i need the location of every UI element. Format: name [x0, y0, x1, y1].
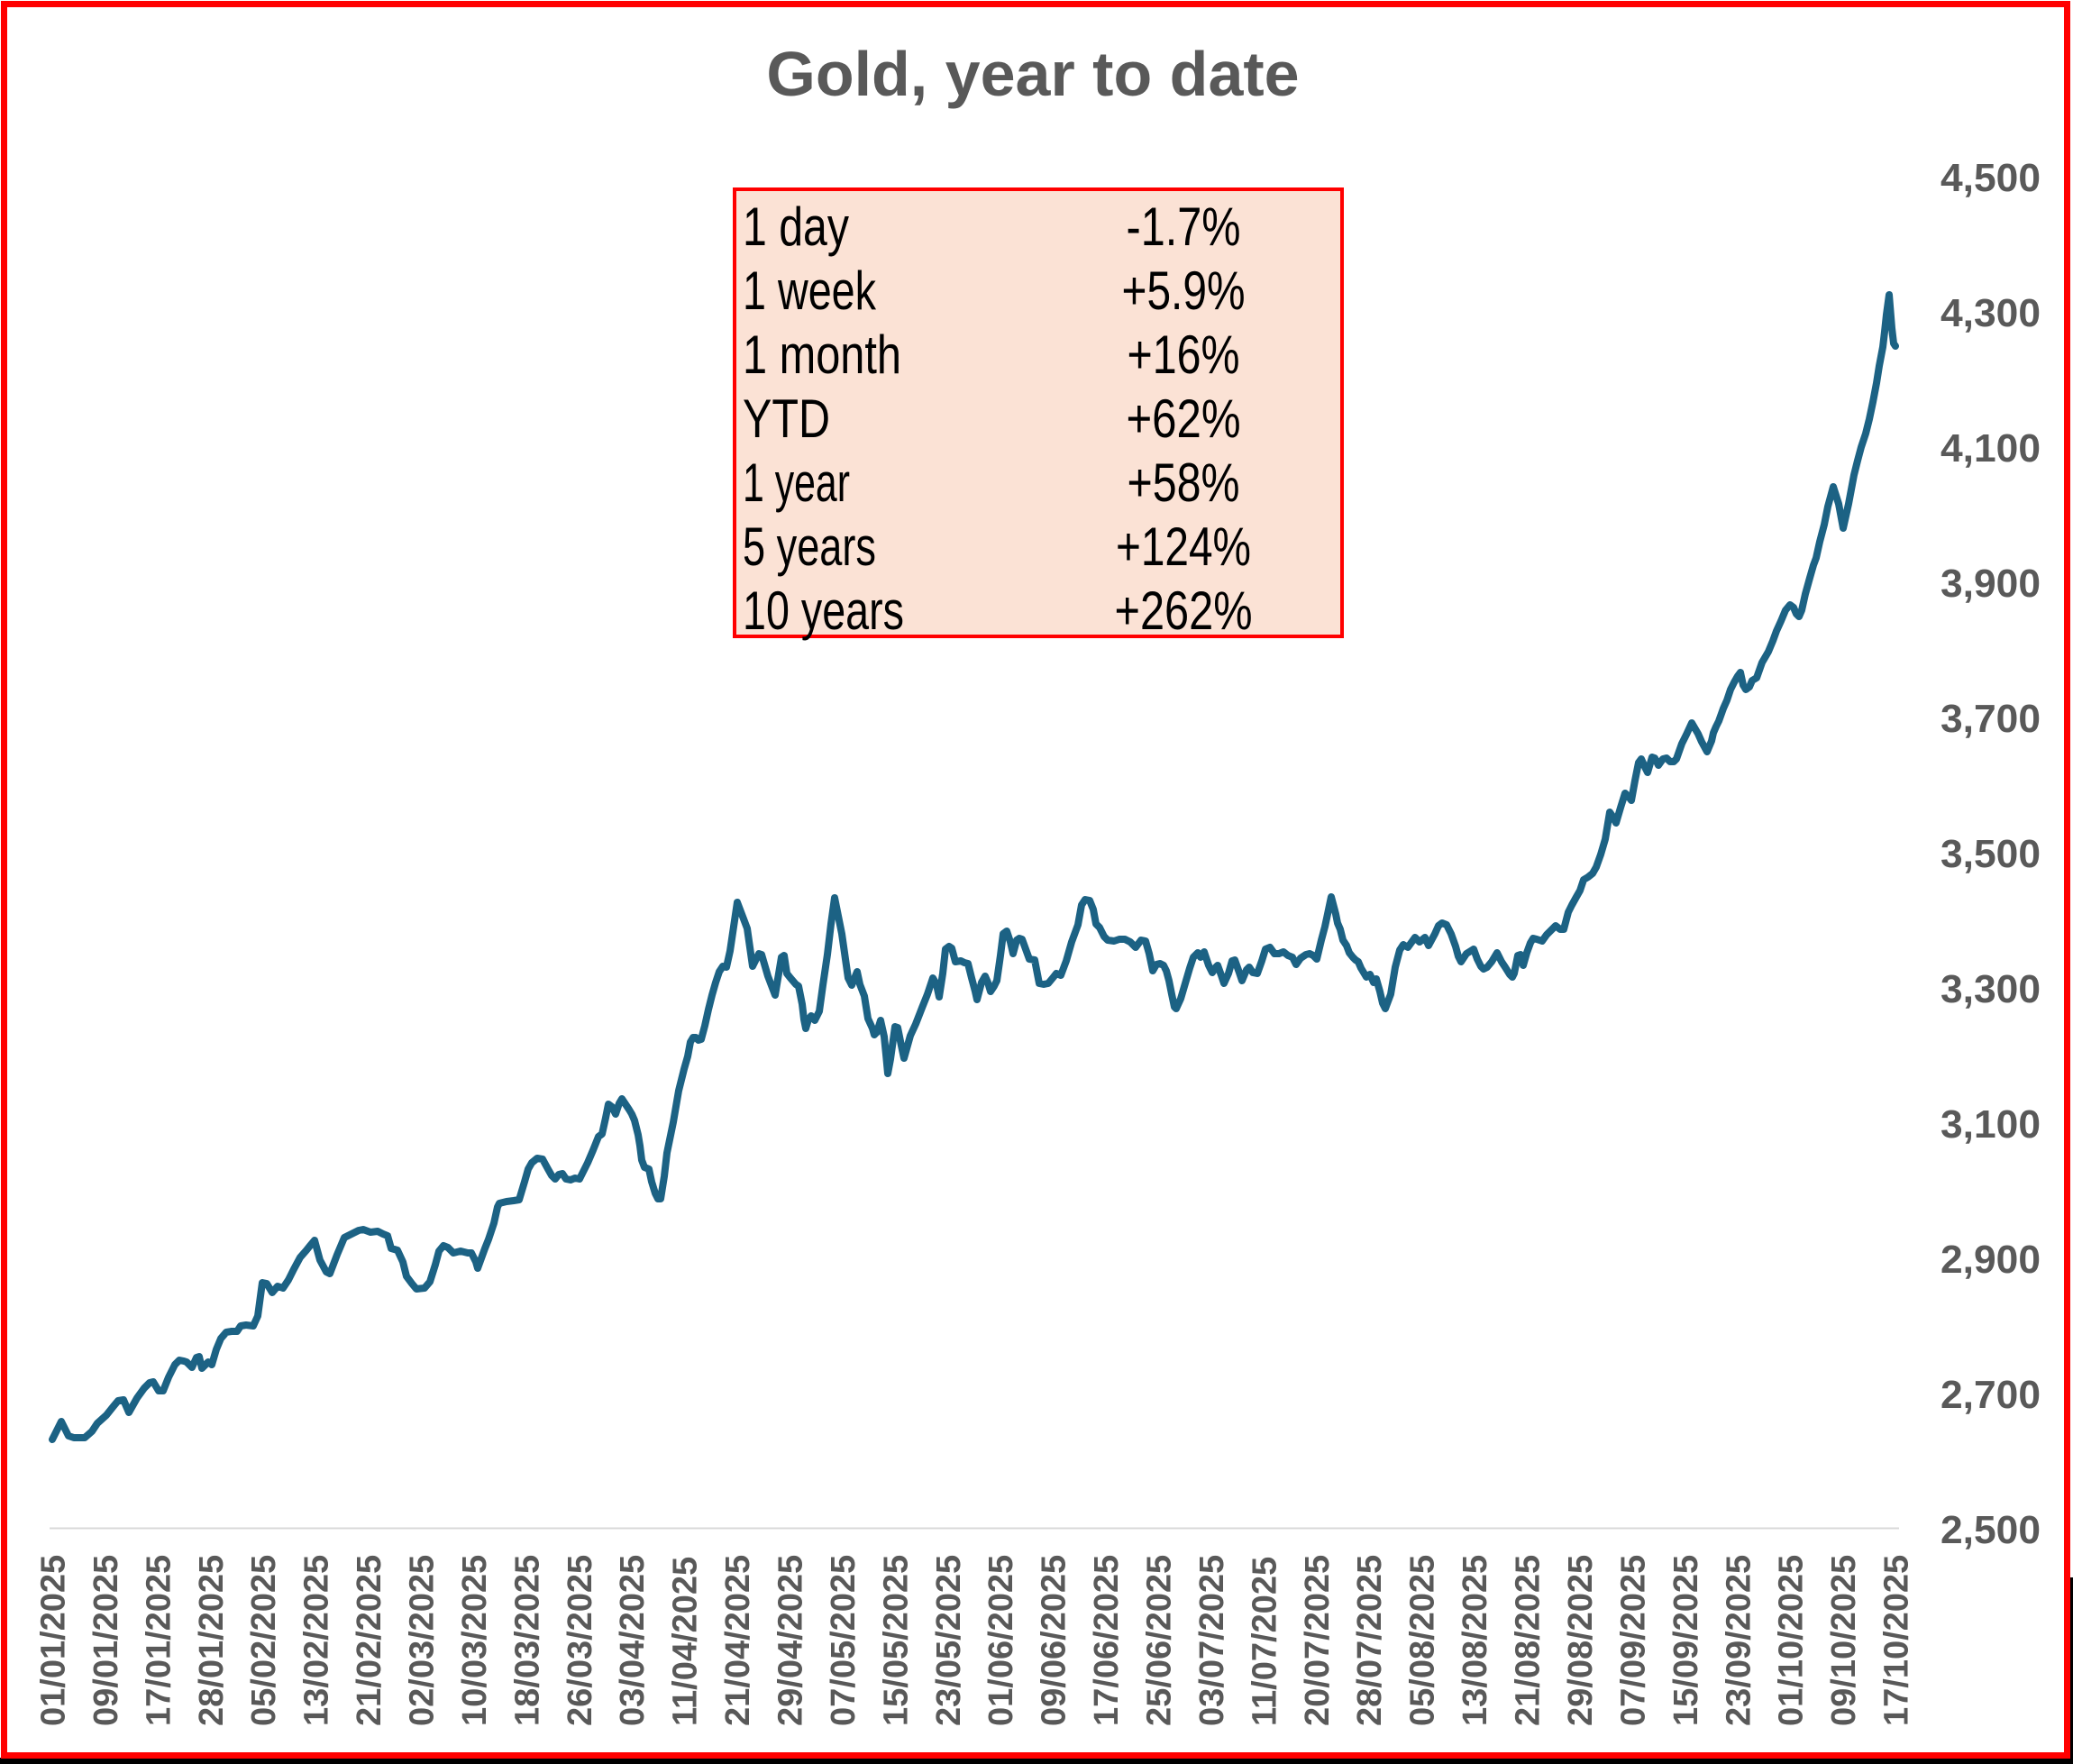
svg-text:28/07/2025: 28/07/2025: [1351, 1555, 1389, 1726]
svg-text:4,500: 4,500: [1941, 156, 2041, 200]
svg-text:-1.7%: -1.7%: [1127, 197, 1241, 257]
svg-text:1 month: 1 month: [743, 324, 901, 385]
svg-text:5 years: 5 years: [743, 516, 876, 577]
svg-text:10/03/2025: 10/03/2025: [456, 1555, 494, 1726]
svg-text:+124%: +124%: [1116, 516, 1251, 577]
svg-text:01/01/2025: 01/01/2025: [35, 1555, 73, 1726]
svg-text:03/04/2025: 03/04/2025: [614, 1555, 652, 1726]
svg-text:11/07/2025: 11/07/2025: [1246, 1557, 1283, 1726]
svg-text:10 years: 10 years: [743, 580, 904, 641]
svg-text:09/10/2025: 09/10/2025: [1825, 1555, 1863, 1726]
svg-text:3,700: 3,700: [1941, 697, 2041, 741]
svg-text:13/08/2025: 13/08/2025: [1457, 1555, 1494, 1726]
svg-text:17/10/2025: 17/10/2025: [1878, 1555, 1916, 1726]
svg-text:15/05/2025: 15/05/2025: [877, 1555, 915, 1726]
svg-text:4,300: 4,300: [1941, 291, 2041, 335]
svg-text:21/08/2025: 21/08/2025: [1510, 1555, 1548, 1726]
svg-text:09/06/2025: 09/06/2025: [1036, 1555, 1073, 1726]
svg-text:01/10/2025: 01/10/2025: [1773, 1555, 1811, 1726]
svg-text:Gold, year to date: Gold, year to date: [766, 39, 1299, 109]
svg-text:20/07/2025: 20/07/2025: [1299, 1555, 1337, 1726]
svg-text:+62%: +62%: [1127, 388, 1241, 449]
svg-text:26/03/2025: 26/03/2025: [562, 1555, 599, 1726]
svg-text:07/05/2025: 07/05/2025: [825, 1555, 863, 1726]
svg-text:1 week: 1 week: [743, 260, 877, 321]
svg-text:2,700: 2,700: [1941, 1373, 2041, 1417]
svg-text:02/03/2025: 02/03/2025: [404, 1555, 442, 1726]
svg-text:+58%: +58%: [1128, 452, 1240, 513]
svg-text:05/02/2025: 05/02/2025: [245, 1555, 283, 1726]
svg-text:+16%: +16%: [1128, 324, 1240, 385]
svg-text:09/01/2025: 09/01/2025: [87, 1555, 125, 1726]
svg-text:1 day: 1 day: [743, 197, 849, 257]
svg-text:3,500: 3,500: [1941, 832, 2041, 876]
svg-text:05/08/2025: 05/08/2025: [1404, 1555, 1442, 1726]
svg-text:07/09/2025: 07/09/2025: [1614, 1555, 1652, 1726]
svg-text:YTD: YTD: [743, 388, 830, 449]
svg-text:25/06/2025: 25/06/2025: [1141, 1555, 1179, 1726]
svg-text:3,900: 3,900: [1941, 562, 2041, 606]
svg-text:23/09/2025: 23/09/2025: [1720, 1555, 1758, 1726]
svg-text:29/04/2025: 29/04/2025: [772, 1555, 810, 1726]
svg-text:15/09/2025: 15/09/2025: [1667, 1555, 1705, 1726]
svg-text:3,100: 3,100: [1941, 1102, 2041, 1147]
svg-text:2,900: 2,900: [1941, 1238, 2041, 1282]
svg-text:29/08/2025: 29/08/2025: [1562, 1555, 1600, 1726]
svg-text:17/06/2025: 17/06/2025: [1088, 1555, 1126, 1726]
svg-text:03/07/2025: 03/07/2025: [1193, 1555, 1231, 1726]
svg-text:3,300: 3,300: [1941, 967, 2041, 1011]
svg-text:1 year: 1 year: [743, 452, 850, 513]
svg-text:+5.9%: +5.9%: [1122, 260, 1246, 321]
svg-text:21/02/2025: 21/02/2025: [351, 1555, 388, 1726]
svg-text:11/04/2025: 11/04/2025: [667, 1557, 705, 1726]
svg-text:23/05/2025: 23/05/2025: [930, 1555, 968, 1726]
svg-text:2,500: 2,500: [1941, 1508, 2041, 1552]
svg-text:21/04/2025: 21/04/2025: [719, 1555, 757, 1726]
svg-text:17/01/2025: 17/01/2025: [140, 1555, 178, 1726]
svg-text:13/02/2025: 13/02/2025: [298, 1555, 336, 1726]
svg-text:18/03/2025: 18/03/2025: [508, 1555, 546, 1726]
svg-text:28/01/2025: 28/01/2025: [193, 1555, 231, 1726]
svg-text:+262%: +262%: [1115, 580, 1253, 641]
svg-text:01/06/2025: 01/06/2025: [982, 1555, 1020, 1726]
svg-text:4,100: 4,100: [1941, 426, 2041, 471]
